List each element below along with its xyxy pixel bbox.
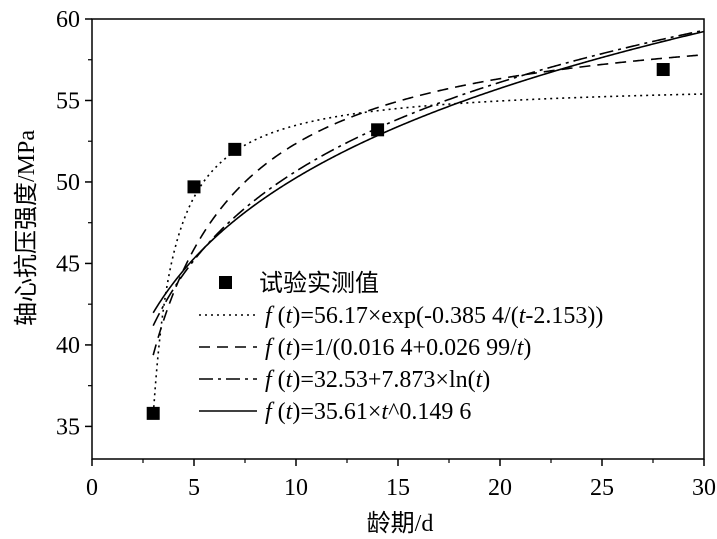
x-axis-ticks: 0 5 10 15 20 25 30 [86, 459, 716, 501]
legend-text-part: t [517, 335, 525, 361]
legend-text-part: )=1/(0.016 4+0.026 99/ [292, 335, 517, 361]
y-tick-label: 60 [56, 7, 80, 33]
y-tick-label: 35 [56, 414, 80, 440]
legend-text-part: t [476, 367, 484, 393]
fit-curves [152, 29, 705, 420]
data-point [656, 63, 670, 77]
legend-text-part: ( [272, 367, 286, 393]
fit-curve-exp [152, 93, 704, 420]
legend-text-part: ( [272, 335, 286, 361]
x-tick-label: 20 [488, 475, 512, 501]
plot-border [91, 18, 705, 460]
y-tick-label: 45 [56, 251, 80, 277]
legend-text-part: f [265, 367, 275, 393]
legend-text-part: )=56.17×exp(-0.385 4/( [292, 303, 518, 329]
legend-text-part: f [265, 303, 275, 329]
x-tick-label: 25 [590, 475, 614, 501]
legend-text-part: ( [272, 303, 286, 329]
x-tick-label: 10 [284, 475, 308, 501]
fit-curve-power [152, 30, 705, 314]
legend-label-hyperbolic: f (t)=1/(0.016 4+0.026 99/t) [265, 335, 531, 361]
data-point [228, 142, 242, 156]
x-tick-label: 0 [86, 475, 98, 501]
legend-text-part: t [286, 367, 294, 393]
legend-text-part: ^0.149 6 [388, 399, 471, 425]
x-tick-label: 30 [692, 475, 716, 501]
legend-label-power: f (t)=35.61×t^0.149 6 [265, 399, 471, 425]
data-point [371, 123, 385, 137]
legend-text-part: )=35.61× [292, 399, 381, 425]
legend-text-part: ) [523, 335, 531, 361]
data-point [187, 180, 201, 194]
legend-text-part: t [286, 335, 294, 361]
legend-text-part: t [381, 399, 389, 425]
legend-text-part: f [265, 335, 275, 361]
legend-label-measured: 试验实测值 [259, 270, 379, 297]
legend-marker-square [219, 276, 232, 289]
legend-label-log: f (t)=32.53+7.873×ln(t) [265, 367, 490, 393]
legend-text-part: -2.153)) [525, 303, 603, 329]
y-axis-ticks: 35 40 45 50 55 60 [56, 7, 92, 440]
x-tick-label: 15 [386, 475, 410, 501]
x-tick-label: 5 [188, 475, 200, 501]
legend-text-part: ( [272, 399, 286, 425]
plot-frame [91, 18, 705, 460]
y-axis-title: 轴心抗压强度/MPa [13, 130, 40, 326]
fit-curve-hyperbolic [152, 53, 705, 356]
legend-label-exp: f (t)=56.17×exp(-0.385 4/(t-2.153)) [265, 303, 603, 329]
measured-points [146, 63, 670, 420]
legend-text-part: ) [482, 367, 490, 393]
x-axis-title: 龄期/d [367, 510, 434, 537]
legend-text-part: t [286, 399, 294, 425]
y-tick-label: 40 [56, 333, 80, 359]
legend-text-part: t [519, 303, 527, 329]
legend-text-part: f [265, 399, 275, 425]
legend-text-part: )=32.53+7.873×ln( [292, 367, 475, 393]
y-tick-label: 50 [56, 170, 80, 196]
fit-curve-log [152, 29, 705, 327]
y-tick-label: 55 [56, 88, 80, 114]
data-point [146, 406, 160, 420]
legend-text-part: t [286, 303, 294, 329]
